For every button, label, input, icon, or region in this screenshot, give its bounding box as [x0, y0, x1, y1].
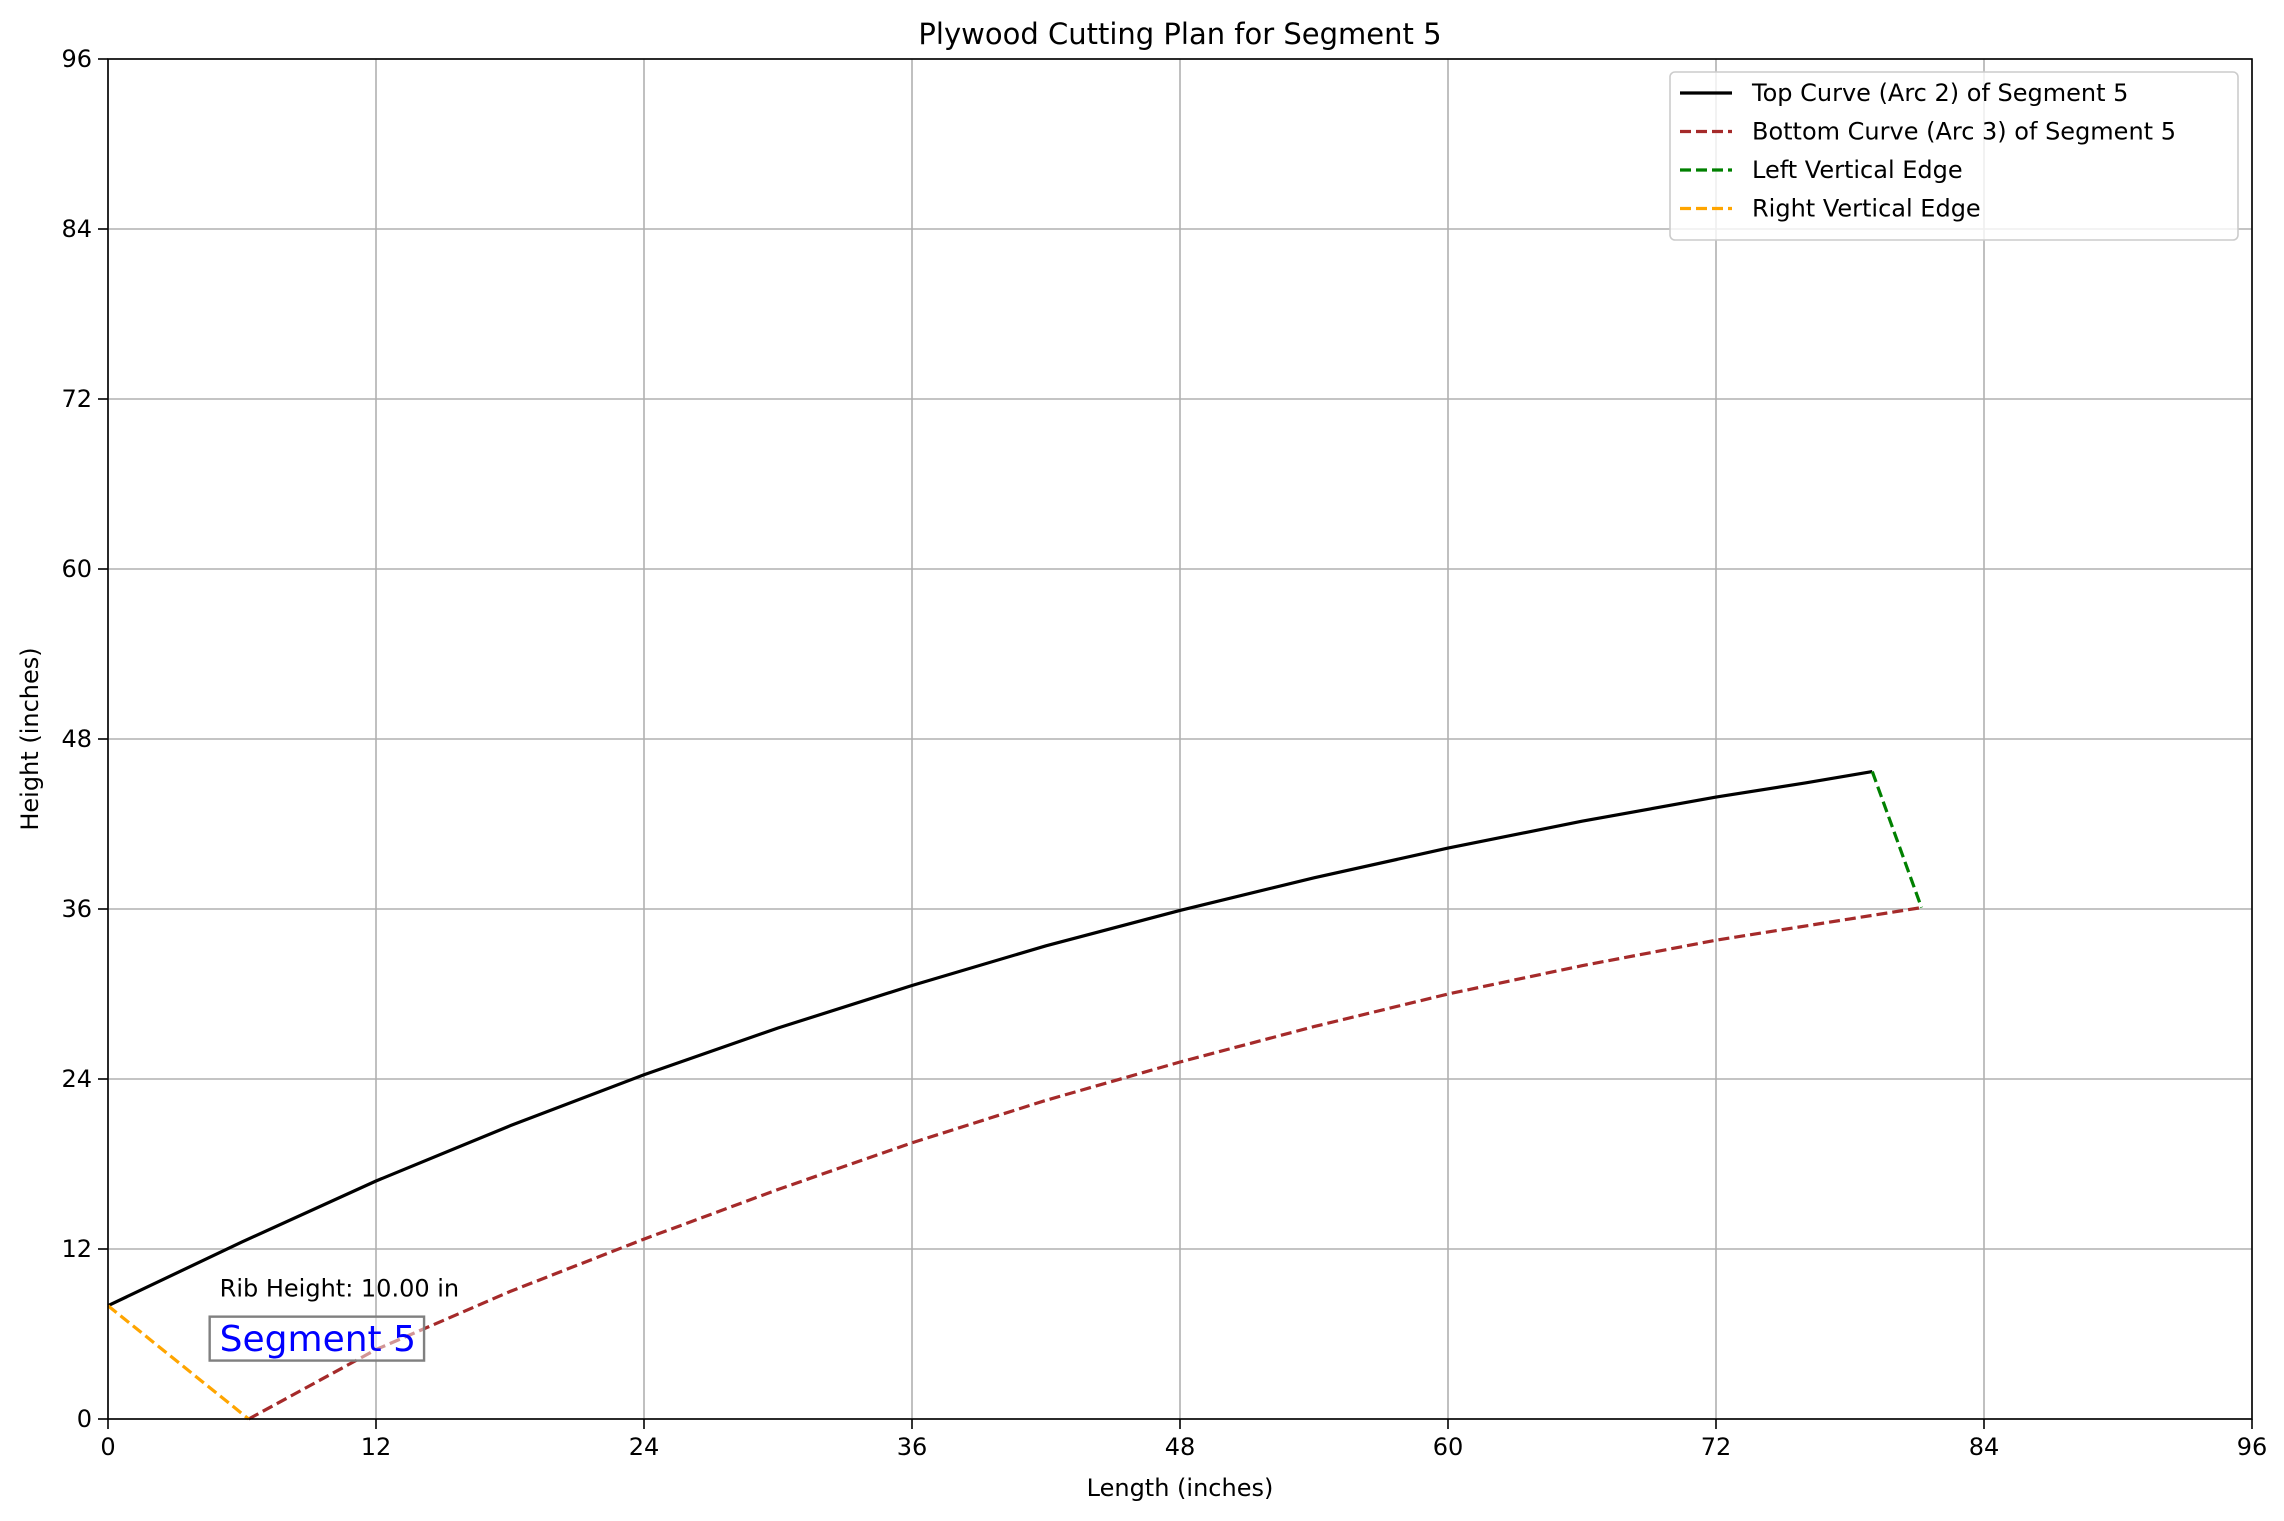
- x-tick-label: 48: [1165, 1433, 1196, 1461]
- series-line-3: [1870, 771, 1924, 909]
- x-tick-label: 12: [361, 1433, 392, 1461]
- segment-label-box: Segment 5: [208, 1315, 426, 1362]
- y-axis-label: Height (inches): [16, 647, 44, 830]
- x-tick-label: 72: [1701, 1433, 1732, 1461]
- chart-legend: Top Curve (Arc 2) of Segment 5 Bottom Cur…: [1669, 71, 2239, 241]
- legend-label-2: Bottom Curve (Arc 3) of Segment 5: [1752, 118, 2176, 146]
- y-tick-label: 0: [77, 1405, 92, 1433]
- legend-label-3: Left Vertical Edge: [1752, 156, 1963, 184]
- series-line-1: [107, 770, 1873, 1308]
- legend-label-1: Top Curve (Arc 2) of Segment 5: [1751, 79, 2128, 107]
- segment-label: Segment 5: [220, 1319, 416, 1360]
- chart-title: Plywood Cutting Plan for Segment 5: [918, 17, 1441, 51]
- x-tick-label: 0: [100, 1433, 115, 1461]
- x-tick-label: 60: [1433, 1433, 1464, 1461]
- annotation-layer: Rib Height: 10.00 in Segment 5: [208, 1275, 459, 1362]
- series-line-4: [106, 1304, 250, 1421]
- legend-frame: [1669, 71, 2239, 241]
- y-tick-label: 36: [61, 895, 92, 923]
- x-tick-label: 84: [1969, 1433, 2000, 1461]
- y-tick-label: 48: [61, 725, 92, 753]
- tick-layer: 0 12 24 36 48 60 72 84 96 0 12 24 36 48 60 72 84 96: [61, 45, 2267, 1461]
- grid-layer: [107, 58, 2253, 1420]
- segment-label-frame: [208, 1315, 426, 1362]
- y-tick-label: 60: [61, 555, 92, 583]
- y-tick-label: 12: [61, 1235, 92, 1263]
- series-line-2: [247, 906, 1922, 1421]
- x-tick-label: 96: [2237, 1433, 2268, 1461]
- y-tick-label: 96: [61, 45, 92, 73]
- rib-height-annotation: Rib Height: 10.00 in: [220, 1275, 459, 1303]
- y-tick-label: 84: [61, 215, 92, 243]
- x-tick-label: 24: [629, 1433, 660, 1461]
- series-layer: [106, 770, 1924, 1421]
- x-tick-label: 36: [897, 1433, 928, 1461]
- x-axis-label: Length (inches): [1087, 1474, 1274, 1502]
- y-tick-label: 24: [61, 1065, 92, 1093]
- y-tick-label: 72: [61, 385, 92, 413]
- legend-label-4: Right Vertical Edge: [1752, 195, 1981, 223]
